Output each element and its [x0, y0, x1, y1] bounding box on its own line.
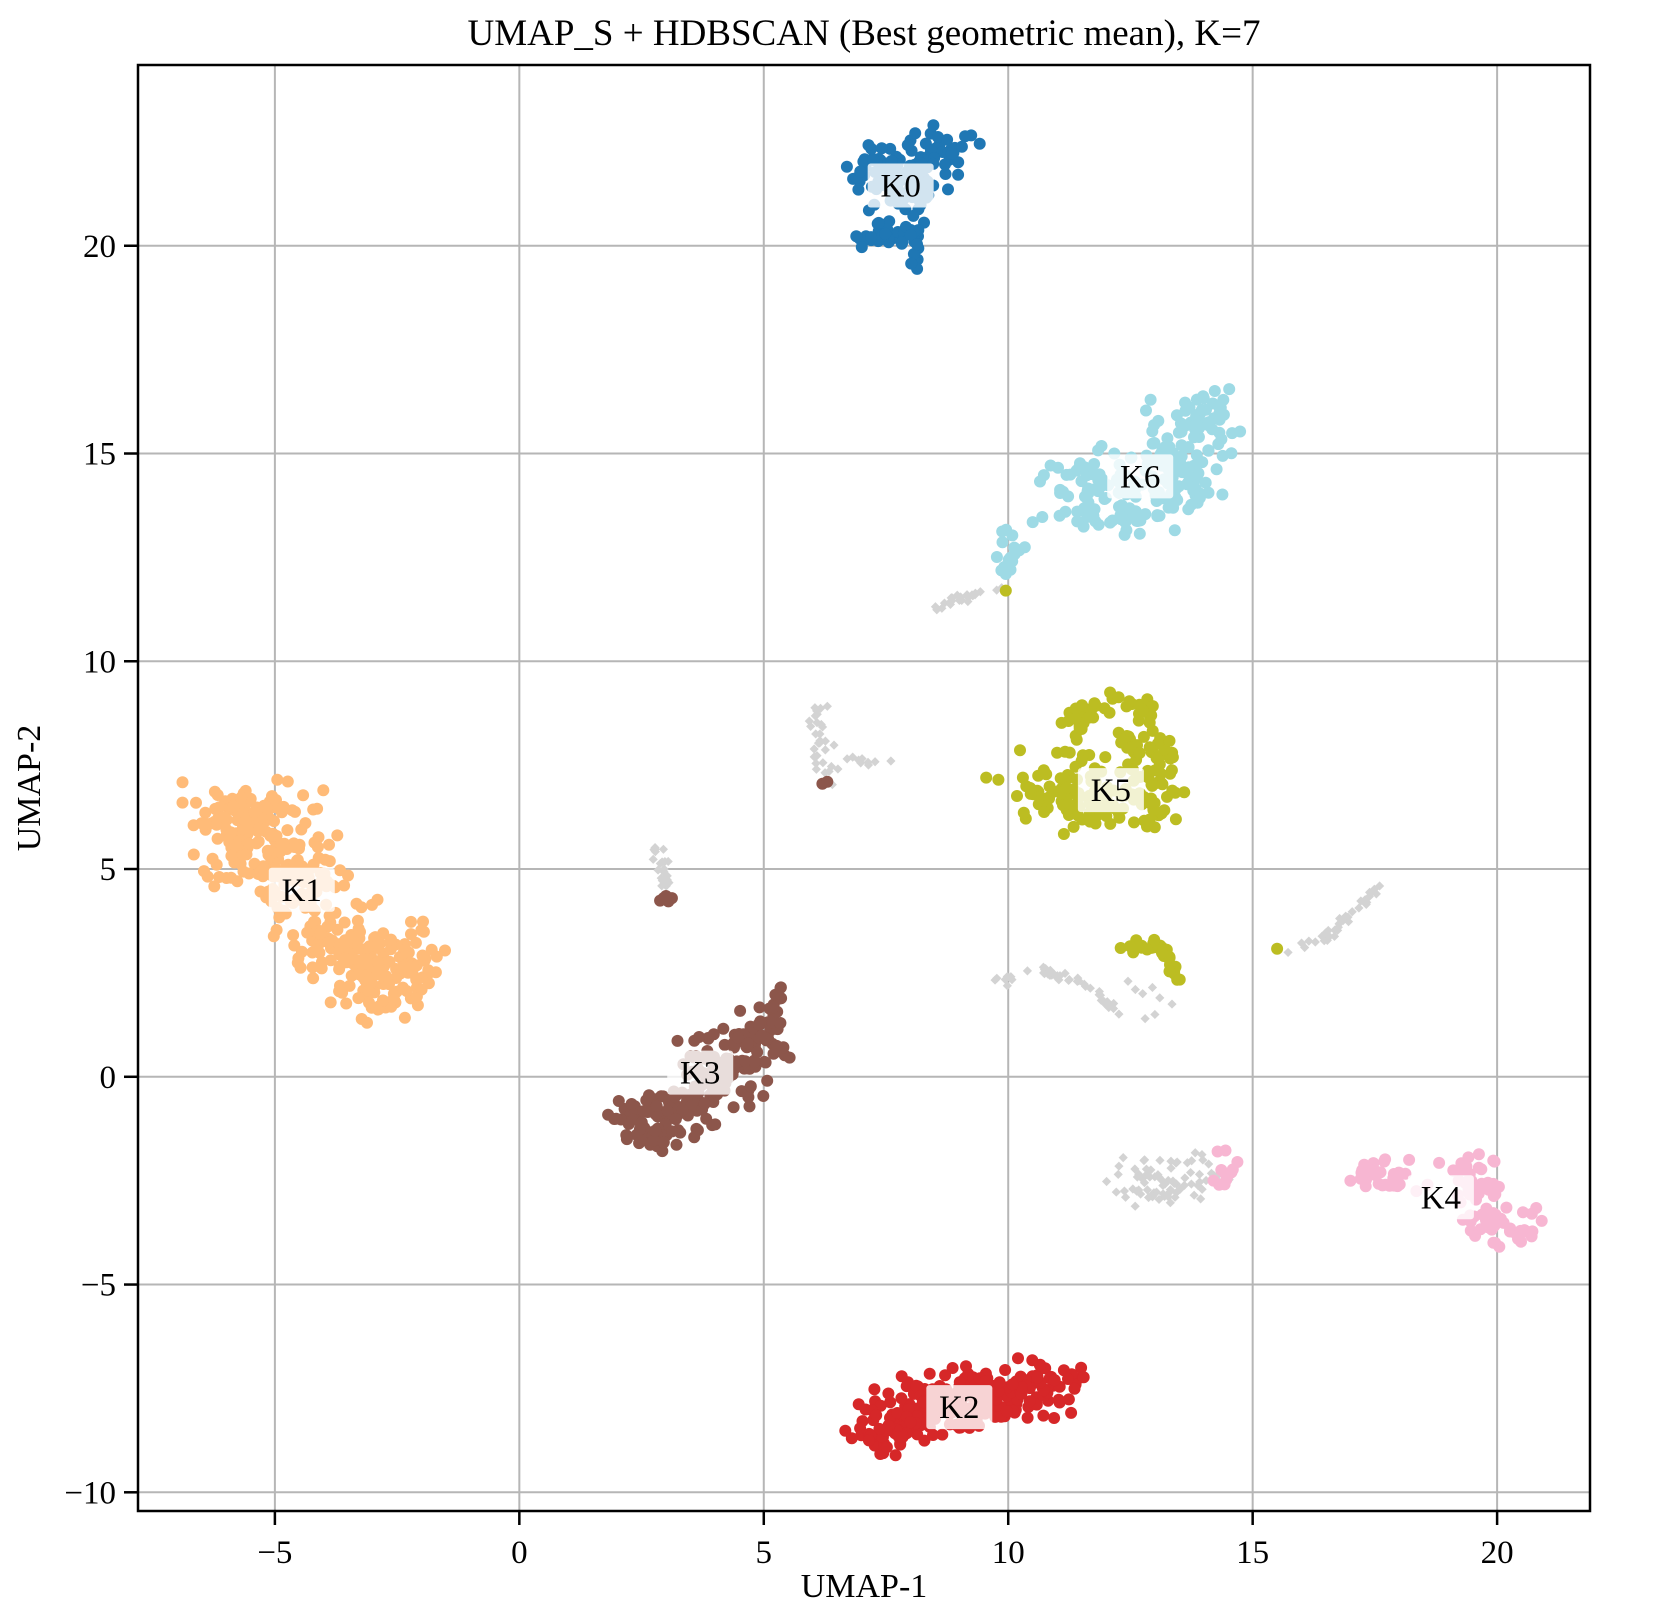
- y-axis-label: UMAP-2: [11, 724, 48, 852]
- svg-text:K3: K3: [680, 1056, 720, 1092]
- svg-text:K6: K6: [1120, 459, 1160, 495]
- cluster-label-K2: K2: [926, 1385, 993, 1430]
- x-tick-label: 5: [756, 1535, 773, 1571]
- svg-text:K0: K0: [880, 169, 920, 205]
- x-tick-label: 0: [511, 1535, 528, 1571]
- gridlines: [138, 65, 1590, 1511]
- cluster-K1-points: [176, 773, 451, 1029]
- cluster-K3-points: [602, 775, 834, 1158]
- plot-frame: [136, 63, 1592, 1513]
- cluster-label-K3: K3: [667, 1050, 734, 1095]
- y-tick-label: −5: [81, 1268, 116, 1304]
- y-tick-label: −10: [64, 1475, 116, 1511]
- cluster-K2-points: [839, 1352, 1090, 1462]
- chart-title: UMAP_S + HDBSCAN (Best geometric mean), …: [467, 13, 1261, 54]
- svg-text:K4: K4: [1421, 1180, 1461, 1216]
- cluster-label-K1: K1: [268, 867, 335, 912]
- y-tick-label: 5: [100, 852, 117, 888]
- x-tick-label: −5: [257, 1535, 292, 1571]
- y-tick-label: 10: [83, 644, 116, 680]
- cluster-label-K5: K5: [1077, 768, 1144, 813]
- y-tick-label: 20: [83, 229, 116, 265]
- noise-points: [648, 583, 1385, 1211]
- y-tick-label: 15: [83, 437, 116, 473]
- x-tick-label: 10: [992, 1535, 1025, 1571]
- x-tick-label: 15: [1236, 1535, 1269, 1571]
- x-axis-label: UMAP-1: [800, 1568, 928, 1605]
- svg-text:K1: K1: [282, 873, 322, 909]
- x-tick-label: 20: [1481, 1535, 1514, 1571]
- axis-ticks: −5 0 5 10 15 20 −10 −5 0 5 10 15 20: [64, 229, 1513, 1571]
- cluster-label-K0: K0: [867, 163, 934, 208]
- cluster-label-K4: K4: [1407, 1175, 1474, 1220]
- svg-text:K5: K5: [1091, 773, 1131, 809]
- svg-text:K2: K2: [939, 1390, 979, 1426]
- y-tick-label: 0: [100, 1060, 117, 1096]
- cluster-label-K6: K6: [1107, 454, 1174, 499]
